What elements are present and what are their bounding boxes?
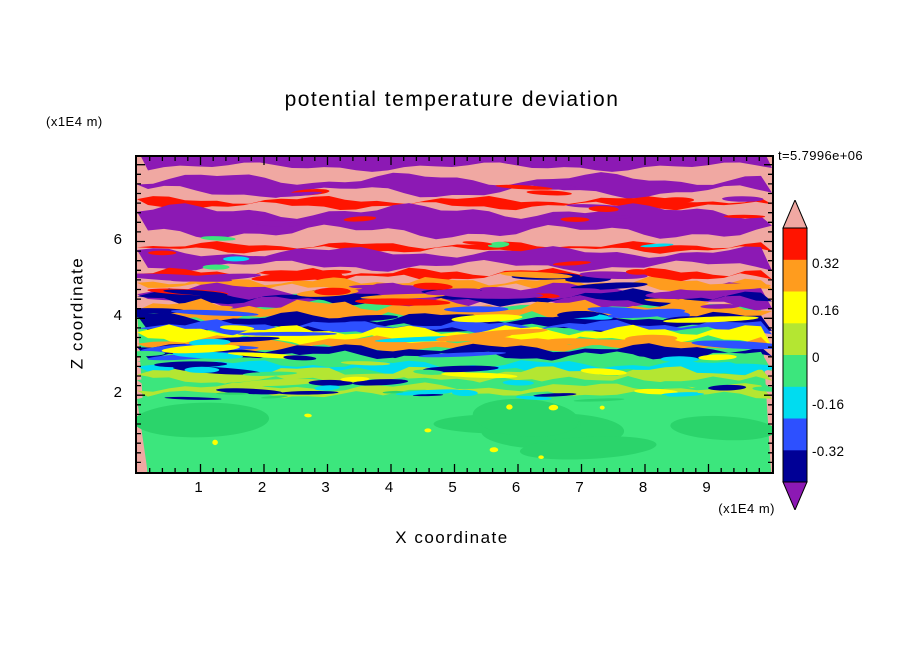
x-tick-label-8: 8	[638, 479, 648, 496]
z-axis-units-label: (x1E4 m)	[46, 114, 103, 129]
x-tick-label-1: 1	[194, 479, 203, 496]
x-tick-label-4: 4	[384, 479, 394, 496]
chart-title: potential temperature deviation	[284, 88, 620, 111]
z-tick-label-4: 4	[113, 307, 122, 325]
z-tick-label-2: 2	[113, 384, 122, 402]
colorbar-scale	[782, 200, 808, 510]
x-tick-label-6: 6	[511, 479, 521, 496]
y-axis-title-text: Z coordinate	[67, 256, 86, 369]
x-axis-title: X coordinate	[395, 528, 509, 547]
x-tick-label-7: 7	[575, 479, 584, 496]
contour-field	[137, 157, 772, 472]
colorbar-label-0: 0	[812, 349, 820, 365]
x-tick-label-2: 2	[257, 479, 267, 496]
plot-frame	[135, 155, 774, 474]
x-tick-label-3: 3	[321, 479, 330, 496]
time-annotation: t=5.7996e+06	[778, 148, 864, 163]
z-tick-label-6: 6	[113, 230, 122, 248]
y-axis-title: Z coordinate	[62, 155, 92, 470]
x-tick-label-5: 5	[448, 479, 457, 496]
colorbar-label--0.16: -0.16	[812, 396, 845, 412]
colorbar-label-0.16: 0.16	[812, 302, 840, 318]
colorbar-label-0.32: 0.32	[812, 255, 840, 271]
x-axis-units-label: (x1E4 m)	[718, 501, 775, 516]
colorbar-label--0.32: -0.32	[812, 443, 845, 459]
x-tick-label-9: 9	[702, 479, 711, 496]
colorbar	[782, 200, 808, 510]
